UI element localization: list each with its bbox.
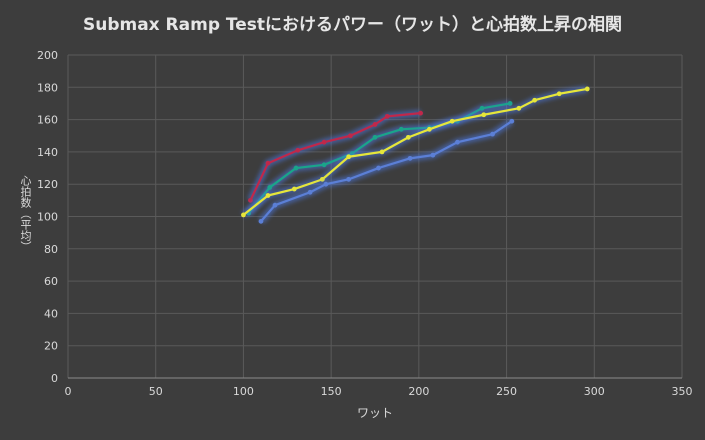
series-1-point [384,113,390,119]
series-3-point [379,149,385,155]
series-1-point [348,133,353,139]
series-1-line [249,112,421,201]
x-tick-label: 250 [496,385,517,398]
x-tick-label: 150 [321,385,342,398]
series-4-point [407,155,413,161]
series-2-point [267,185,273,190]
series-1-point [418,110,424,116]
series-2-point [372,134,378,140]
series-2-point [398,126,404,132]
series-3-point [346,154,352,160]
series-3-point [449,118,455,124]
x-tick-label: 50 [149,385,163,398]
y-tick-label: 160 [37,114,58,127]
series-4-point [376,165,381,171]
y-axis-title: 心拍数（平均） [19,175,32,252]
y-tick-label: 180 [37,81,58,94]
series-4-point [509,118,515,124]
series-3-point [319,176,325,182]
x-axis-title: ワット [356,406,393,420]
series-1-point [248,197,253,203]
x-tick-label: 0 [65,385,72,398]
series-2-point [479,105,485,111]
series-3-point [405,134,411,140]
y-tick-label: 120 [37,178,58,191]
y-tick-label: 200 [37,49,58,62]
series-4-point [258,218,264,224]
y-tick-label: 20 [44,340,58,353]
x-tick-label: 100 [233,385,254,398]
y-tick-label: 60 [44,275,58,288]
series-3-line [242,87,588,216]
series-1-point [372,122,378,127]
series-2-point [321,162,327,168]
series-2-point [507,101,513,106]
series-4-point [490,131,495,137]
series-3-point [516,105,522,111]
series-3-point [584,86,590,92]
series-3-point [291,186,297,192]
series-4-point [272,202,278,208]
series-4-point [430,152,436,158]
y-tick-label: 0 [51,372,58,385]
series-3-point [426,126,432,132]
series-1-point [265,160,271,166]
series-3-point [241,212,246,218]
series-3-point [532,97,538,103]
series-4-point [307,189,313,195]
x-tick-label: 200 [408,385,429,398]
chart-title: Submax Ramp Testにおけるパワー（ワット）と心拍数上昇の相関 [82,15,623,35]
series-1-point [321,139,327,145]
series-4-point [346,176,352,182]
series-3-point [556,91,562,97]
x-tick-label: 300 [584,385,605,398]
series-4-point [323,181,329,187]
y-tick-label: 40 [44,307,58,320]
series-2-point [293,165,299,171]
series-1-point [295,147,301,153]
series-3-point [481,112,487,118]
y-tick-label: 80 [44,243,58,256]
series-3-point [265,193,271,198]
y-tick-label: 100 [37,211,58,224]
series-4-point [455,139,460,145]
y-tick-label: 140 [37,146,58,159]
x-tick-label: 350 [672,385,693,398]
